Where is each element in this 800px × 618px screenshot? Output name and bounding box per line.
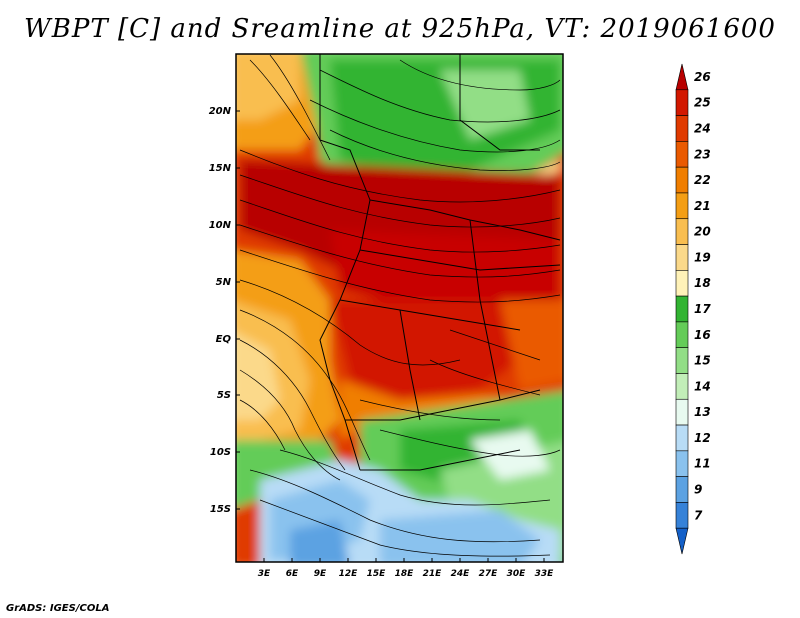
colorbar-swatch xyxy=(675,192,689,220)
lon-label: 6E xyxy=(286,569,299,579)
wbpt-shading xyxy=(236,54,563,562)
colorbar-swatch xyxy=(675,347,689,374)
lon-label: 27E xyxy=(479,569,499,579)
colorbar-swatch xyxy=(675,450,689,477)
colorbar-swatch xyxy=(675,373,689,400)
colorbar-swatch xyxy=(675,295,689,323)
lon-label: 3E xyxy=(258,569,271,579)
colorbar-label: 24 xyxy=(694,122,711,136)
colorbar-swatch xyxy=(675,398,689,426)
map-title: WBPT [C] and Sreamline at 925hPa, VT: 20… xyxy=(24,14,776,44)
colorbar-label: 25 xyxy=(694,96,711,110)
colorbar-swatch xyxy=(675,244,689,271)
colorbar-swatch xyxy=(675,476,689,503)
colorbar-label: 14 xyxy=(694,379,711,393)
colorbar-label: 22 xyxy=(694,173,711,187)
colorbar-label: 9 xyxy=(694,483,702,497)
colorbar-swatch xyxy=(675,115,689,142)
lat-label: 5N xyxy=(216,277,232,288)
colorbar-swatch xyxy=(675,424,689,452)
colorbar-label: 12 xyxy=(694,431,711,445)
lat-label: 15N xyxy=(209,163,232,174)
colorbar-swatch xyxy=(675,218,689,245)
latitude-axis: 20N 15N 10N 5N EQ 5S 10S 15S xyxy=(209,106,232,515)
colorbar-swatch xyxy=(675,141,689,168)
grads-credit: GrADS: IGES/COLA xyxy=(6,603,110,614)
lat-label: EQ xyxy=(216,334,232,345)
lon-label: 21E xyxy=(423,569,443,579)
colorbar-label: 11 xyxy=(694,457,711,471)
lat-label: 10N xyxy=(209,220,232,231)
lat-label: 15S xyxy=(210,504,231,515)
lat-label: 10S xyxy=(210,447,231,458)
colorbar-label: 13 xyxy=(694,405,711,419)
colorbar: 26 25 24 23 22 21 20 19 18 17 16 15 14 13 12 11 9 7 xyxy=(675,63,711,555)
country-borders xyxy=(319,54,561,471)
lon-label: 33E xyxy=(535,569,555,579)
colorbar-label: 7 xyxy=(694,508,703,522)
lon-label: 24E xyxy=(451,569,471,579)
colorbar-swatch xyxy=(675,63,689,91)
colorbar-swatch xyxy=(675,502,689,529)
colorbar-label: 15 xyxy=(694,354,711,368)
lat-label: 20N xyxy=(209,106,232,117)
colorbar-swatch xyxy=(675,166,689,194)
colorbar-label: 26 xyxy=(694,70,711,84)
lon-label: 15E xyxy=(367,569,387,579)
colorbar-swatch xyxy=(675,321,689,348)
colorbar-label: 19 xyxy=(694,250,711,264)
lat-label: 5S xyxy=(217,390,231,401)
lon-label: 30E xyxy=(507,569,527,579)
colorbar-label: 20 xyxy=(694,225,711,239)
colorbar-label: 16 xyxy=(694,328,711,342)
colorbar-label: 18 xyxy=(694,276,711,290)
lon-label: 12E xyxy=(339,569,359,579)
lon-label: 18E xyxy=(395,569,415,579)
plot-frame xyxy=(235,53,564,563)
colorbar-swatch xyxy=(675,527,689,555)
colorbar-swatch xyxy=(675,89,689,116)
longitude-axis: 3E 6E 9E 12E 15E 18E 21E 24E 27E 30E 33E xyxy=(258,569,554,579)
colorbar-label: 23 xyxy=(694,147,711,161)
colorbar-label: 21 xyxy=(694,199,711,213)
colorbar-label: 17 xyxy=(694,302,711,316)
colorbar-swatch xyxy=(675,270,689,297)
lon-label: 9E xyxy=(314,569,327,579)
